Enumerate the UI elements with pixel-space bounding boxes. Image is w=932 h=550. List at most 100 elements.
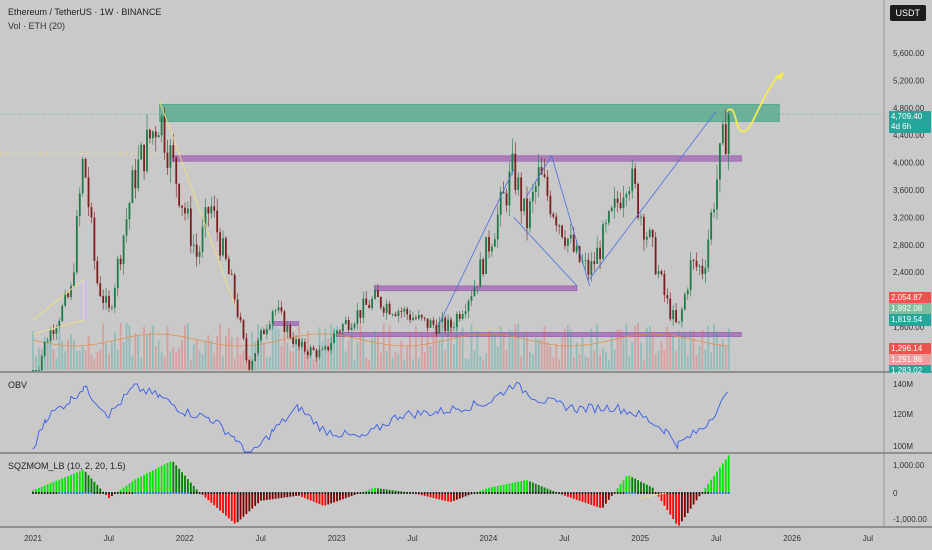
momentum-bar [207, 493, 210, 501]
squeeze-dot [683, 492, 686, 494]
candle [333, 333, 335, 344]
candle [493, 239, 496, 247]
squeeze-dot [432, 492, 435, 494]
volume-bar [295, 343, 297, 370]
momentum-bar [32, 490, 34, 493]
candle [473, 287, 476, 297]
candle [605, 223, 607, 225]
candle [637, 183, 639, 218]
momentum-bar [227, 493, 230, 519]
squeeze-dot [590, 492, 593, 494]
momentum-bar [572, 493, 575, 499]
squeeze-dot [707, 492, 710, 494]
squeeze-dot [201, 492, 204, 494]
candle [391, 314, 394, 316]
candle [590, 261, 593, 275]
momentum-bar [564, 493, 566, 496]
candle [78, 193, 81, 217]
momentum-bar [134, 479, 137, 493]
candle [189, 208, 192, 246]
momentum-bar [146, 473, 148, 493]
momentum-bar [534, 483, 537, 493]
squeeze-dot [356, 492, 359, 494]
squeeze-dot [210, 492, 213, 494]
candle [324, 346, 327, 350]
momentum-bar [195, 489, 198, 493]
momentum-bar [222, 493, 224, 514]
volume-bar [75, 351, 78, 370]
momentum-bar [517, 481, 520, 493]
squeeze-dot [572, 492, 575, 494]
current-price-tag: 4,709.40 4d 6h [889, 111, 931, 133]
candle [432, 320, 435, 325]
volume-bar [572, 357, 575, 370]
candle [116, 258, 119, 289]
squeeze-dot [417, 492, 420, 494]
candle [327, 346, 330, 350]
momentum-bar [131, 481, 134, 493]
momentum-bar [315, 493, 318, 503]
squeeze-dot [616, 492, 619, 494]
candle [634, 168, 637, 184]
volume-bar [137, 334, 140, 370]
candle [137, 159, 140, 189]
candle [219, 232, 221, 256]
candle [578, 246, 581, 262]
momentum-bar [178, 468, 181, 493]
momentum-bar [119, 489, 122, 493]
volume-bar [175, 352, 178, 370]
volume-bar [695, 354, 698, 370]
momentum-bar [719, 467, 721, 493]
volume-bar [426, 322, 429, 370]
squeeze-dot [552, 492, 555, 494]
trend-line-2 [526, 155, 552, 198]
candle [368, 304, 371, 309]
volume-bar [526, 331, 528, 370]
squeeze-dot [248, 492, 251, 494]
momentum-bar [543, 487, 546, 493]
squeeze-dot [151, 492, 154, 494]
squeeze-dot [476, 492, 479, 494]
volume-bar [505, 350, 508, 370]
squeeze-dot [242, 492, 245, 494]
squeeze-dot [412, 492, 414, 494]
price-tick-label: 3,200.00 [893, 213, 925, 222]
volume-bar [564, 329, 566, 370]
volume-bar [613, 349, 616, 370]
candle [593, 261, 596, 264]
volume-bar [283, 330, 286, 370]
volume-bar [55, 358, 58, 370]
price-tag-green2: 1,819.54 [889, 314, 931, 326]
candle [400, 311, 403, 312]
momentum-bar [529, 481, 531, 493]
squeeze-dot [260, 492, 262, 494]
momentum-bar [447, 493, 449, 502]
volume-bar [192, 344, 195, 370]
volume-bar [239, 354, 242, 370]
squeeze-dot [593, 492, 596, 494]
momentum-bar [260, 493, 262, 501]
currency-badge[interactable]: USDT [889, 5, 926, 21]
momentum-bar [210, 493, 213, 503]
squeeze-dot [140, 492, 143, 494]
momentum-bar [43, 485, 46, 493]
momentum-bar [698, 493, 701, 497]
candle [277, 307, 280, 311]
volume-bar [303, 354, 306, 370]
obv-tick-label: 140M [893, 380, 913, 389]
candle [584, 259, 587, 261]
volume-bar [105, 343, 107, 370]
momentum-bar [67, 475, 69, 493]
candle [447, 319, 449, 332]
price-tick-label: 1,600.00 [893, 323, 925, 332]
momentum-histogram [32, 455, 730, 526]
price-candles [32, 107, 730, 372]
candle [140, 144, 143, 160]
candle [336, 330, 338, 334]
momentum-bar [75, 472, 78, 493]
volume-bar [403, 359, 406, 370]
squeeze-dot [724, 492, 727, 494]
momentum-bar [651, 487, 654, 493]
candle [397, 311, 400, 317]
